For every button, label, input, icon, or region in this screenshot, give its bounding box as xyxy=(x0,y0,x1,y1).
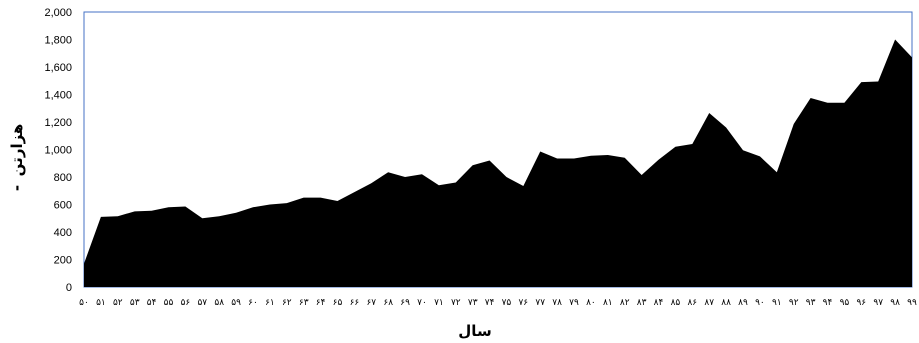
x-tick-label: ۵۴ xyxy=(147,298,157,308)
x-tick-label: ۹۲ xyxy=(789,298,799,308)
x-tick-label: ۶۰ xyxy=(248,298,258,308)
x-tick-label: ۶۵ xyxy=(333,298,343,308)
x-tick-label: ۶۴ xyxy=(316,298,326,308)
y-axis-title-suffix: - xyxy=(8,185,26,191)
x-tick-label: ۹۹ xyxy=(907,298,917,308)
y-tick-label: 200 xyxy=(54,255,72,267)
x-tick-label: ۶۲ xyxy=(282,298,292,308)
x-tick-label: ۹۰ xyxy=(755,298,765,308)
x-tick-label: ۹۳ xyxy=(806,298,816,308)
x-tick-label: ۷۳ xyxy=(468,298,478,308)
x-tick-label: ۶۶ xyxy=(350,298,360,308)
y-axis-title: هزارتن xyxy=(8,124,26,177)
x-tick-label: ۶۸ xyxy=(383,298,393,308)
x-tick-label: ۷۷ xyxy=(535,298,545,308)
x-tick-label: ۶۱ xyxy=(265,298,275,308)
x-tick-label: ۸۶ xyxy=(687,298,697,308)
x-tick-label: ۸۰ xyxy=(586,298,596,308)
y-tick-label: 1,200 xyxy=(44,117,72,129)
x-tick-label: ۵۲ xyxy=(113,298,123,308)
x-tick-label: ۷۴ xyxy=(485,298,495,308)
x-tick-label: ۸۴ xyxy=(654,298,664,308)
x-tick-label: ۵۶ xyxy=(181,298,191,308)
x-tick-label: ۷۰ xyxy=(417,298,427,308)
x-tick-label: ۸۷ xyxy=(704,298,714,308)
y-tick-label: 0 xyxy=(66,282,72,294)
y-tick-label: 1,000 xyxy=(44,145,72,157)
x-tick-label: ۹۷ xyxy=(873,298,883,308)
x-tick-label: ۵۳ xyxy=(130,298,140,308)
x-tick-label: ۹۵ xyxy=(840,298,850,308)
x-tick-label: ۵۸ xyxy=(214,298,224,308)
area-series xyxy=(84,39,912,287)
x-tick-label: ۵۰ xyxy=(79,298,89,308)
x-tick-label: ۹۱ xyxy=(772,298,782,308)
x-tick-label: ۵۱ xyxy=(96,298,106,308)
plot-area xyxy=(83,11,913,288)
x-tick-label: ۶۷ xyxy=(366,298,376,308)
x-tick-label: ۷۶ xyxy=(518,298,528,308)
x-tick-label: ۵۹ xyxy=(231,298,241,308)
y-tick-label: 1,800 xyxy=(44,35,72,47)
x-tick-label: ۵۵ xyxy=(164,298,174,308)
x-tick-label: ۹۸ xyxy=(890,298,900,308)
x-tick-label: ۸۳ xyxy=(637,298,647,308)
y-tick-label: 1,400 xyxy=(44,90,72,102)
x-tick-label: ۸۸ xyxy=(721,298,731,308)
y-tick-label: 1,600 xyxy=(44,62,72,74)
x-tick-label: ۷۵ xyxy=(502,298,512,308)
x-tick-label: ۸۹ xyxy=(738,298,748,308)
x-tick-label: ۶۳ xyxy=(299,298,309,308)
x-tick-label: ۷۹ xyxy=(569,298,579,308)
y-tick-label: 800 xyxy=(54,172,72,184)
x-tick-label: ۷۲ xyxy=(451,298,461,308)
y-tick-label: 400 xyxy=(54,227,72,239)
x-tick-label: ۹۶ xyxy=(856,298,866,308)
y-tick-label: 2,000 xyxy=(44,7,72,19)
y-axis-ticks: 0 200 400 600 800 1,000 1,200 1,400 1,600 1,800 2,… xyxy=(44,7,72,294)
x-tick-label: ۵۷ xyxy=(197,298,207,308)
x-tick-label: ۸۲ xyxy=(620,298,630,308)
x-axis-title: سال xyxy=(458,322,491,340)
x-tick-label: ۹۴ xyxy=(823,298,833,308)
x-tick-label: ۷۱ xyxy=(434,298,444,308)
y-tick-label: 600 xyxy=(54,200,72,212)
x-axis-ticks: ۵۰ ۵۱ ۵۲ ۵۳ ۵۴ ۵۵ ۵۶ ۵۷ ۵۸ ۵۹ ۶۰ ۶۱ ۶۲ ۶۳ ۶۴ ۶۵ ۶۶ ۶۷ ۶۸ ۶۹… xyxy=(79,298,917,308)
x-tick-label: ۷۸ xyxy=(552,298,562,308)
x-tick-label: ۸۵ xyxy=(671,298,681,308)
x-tick-label: ۸۱ xyxy=(603,298,613,308)
x-tick-label: ۶۹ xyxy=(400,298,410,308)
